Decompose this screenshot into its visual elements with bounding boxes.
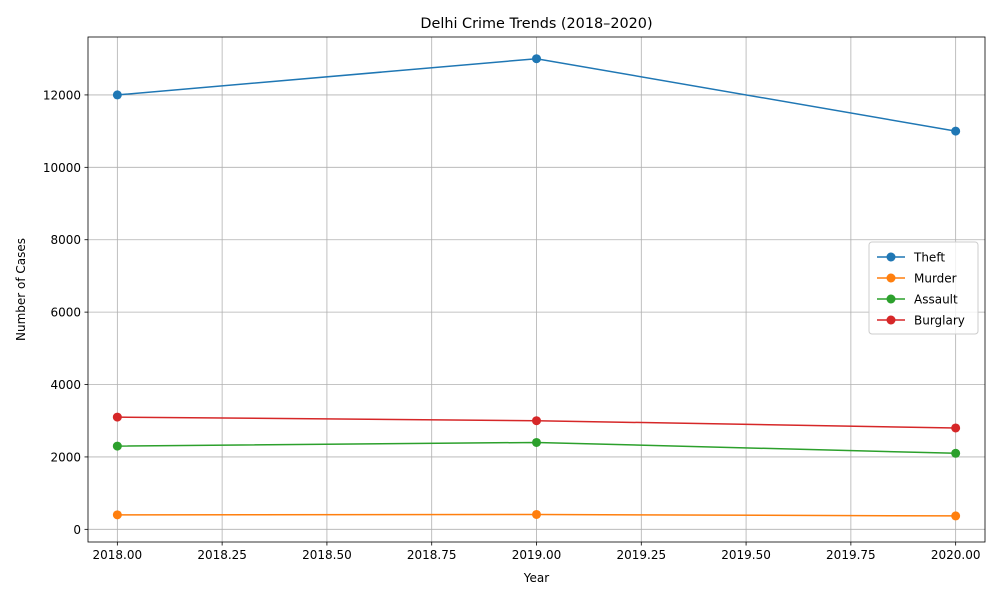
series-theft <box>112 54 961 136</box>
x-tick-label: 2019.50 <box>721 548 771 562</box>
data-point <box>532 416 541 426</box>
series-murder <box>112 509 961 521</box>
legend-swatch-marker <box>886 273 896 283</box>
data-point <box>951 448 961 458</box>
series-layer <box>112 54 961 521</box>
data-point <box>951 511 961 521</box>
data-point <box>532 54 541 64</box>
grid-lines <box>88 37 985 542</box>
data-point <box>532 437 541 447</box>
legend-label: Murder <box>914 272 957 286</box>
y-tick-label: 6000 <box>50 306 81 320</box>
x-tick-label: 2019.75 <box>826 548 876 562</box>
x-axis-ticks: 2018.00 2018.25 2018.50 2018.75 2019.00 2019.… <box>93 542 981 562</box>
legend-box <box>868 241 979 335</box>
y-tick-label: 2000 <box>50 450 81 464</box>
legend-swatch-marker <box>886 315 896 325</box>
legend-item-theft: Theft <box>877 251 945 265</box>
x-tick-label: 2018.50 <box>302 548 352 562</box>
y-axis-label: Number of Cases <box>14 238 28 341</box>
data-point <box>951 126 961 136</box>
legend-item-assault: Assault <box>877 293 958 307</box>
x-axis-label: Year <box>523 571 549 585</box>
x-tick-label: 2019.25 <box>616 548 666 562</box>
series-assault <box>112 437 961 458</box>
y-tick-label: 0 <box>73 523 81 537</box>
y-tick-label: 12000 <box>43 88 81 102</box>
legend-swatch-marker <box>886 294 896 304</box>
data-point <box>112 510 122 520</box>
y-tick-label: 4000 <box>50 378 81 392</box>
legend-item-murder: Murder <box>877 272 957 286</box>
legend-label: Assault <box>914 293 958 307</box>
chart-title: Delhi Crime Trends (2018–2020) <box>420 16 652 32</box>
data-point <box>112 441 122 451</box>
data-point <box>532 509 541 519</box>
y-tick-label: 10000 <box>43 161 81 175</box>
series-burglary <box>112 412 961 433</box>
x-tick-label: 2020.00 <box>931 548 981 562</box>
y-axis-ticks: 0 2000 4000 6000 8000 10000 12000 <box>43 88 88 537</box>
legend-label: Theft <box>913 251 945 265</box>
data-point <box>112 412 122 422</box>
y-tick-label: 8000 <box>50 233 81 247</box>
legend-swatch-marker <box>886 252 896 262</box>
x-tick-label: 2018.75 <box>407 548 457 562</box>
x-tick-label: 2019.00 <box>512 548 562 562</box>
data-point <box>951 423 961 433</box>
legend-item-burglary: Burglary <box>877 314 965 328</box>
legend: Theft Murder Assault Burglary <box>868 241 979 335</box>
x-tick-label: 2018.00 <box>93 548 143 562</box>
legend-label: Burglary <box>914 314 965 328</box>
x-tick-label: 2018.25 <box>197 548 247 562</box>
data-point <box>112 90 122 100</box>
